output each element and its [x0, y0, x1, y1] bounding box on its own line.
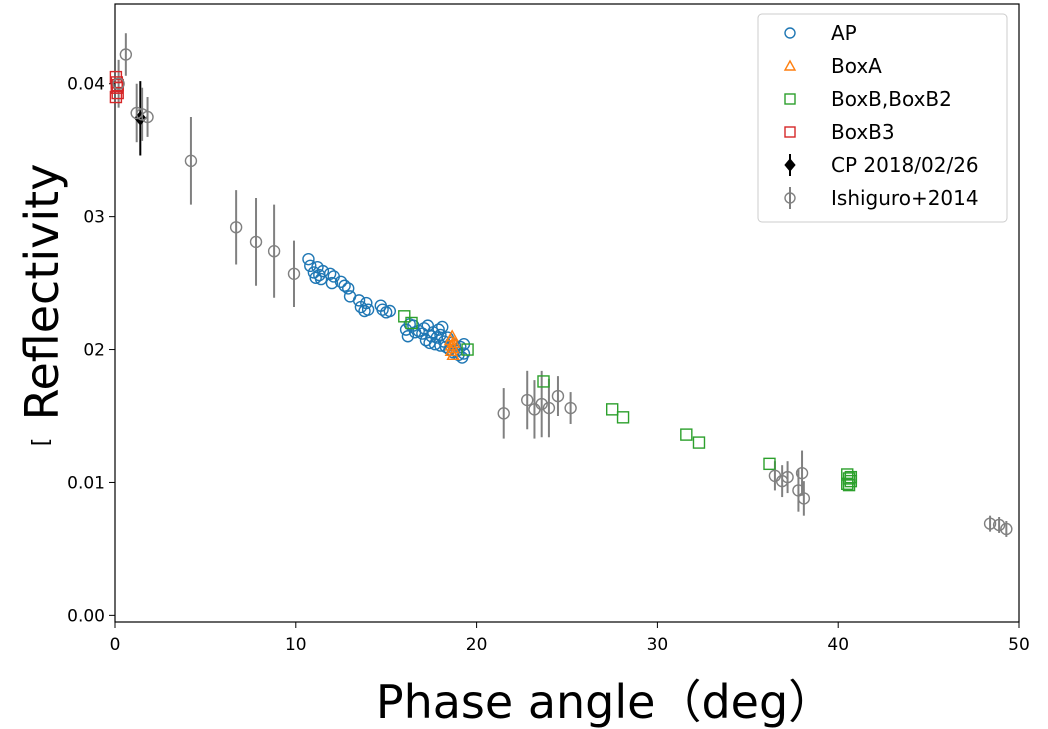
x-axis: 0 10 20 30 40 50 — [110, 622, 1030, 655]
y-axis-title-fragment: [ — [29, 438, 54, 447]
legend-label-cp-2018-02-26: CP 2018/02/26 — [831, 153, 979, 177]
point-ap — [325, 276, 339, 290]
point-ishiguro-2014 — [551, 389, 565, 403]
legend-marker-boxb3 — [784, 126, 796, 138]
point-ishiguro-2014 — [781, 470, 794, 484]
legend-label-boxa: BoxA — [831, 54, 882, 78]
point-ishiguro-2014 — [521, 393, 534, 407]
point-ap — [352, 294, 366, 307]
point-ap — [436, 320, 449, 334]
point-ishiguro-2014 — [795, 466, 809, 480]
y-tick-label: 0.00 — [67, 606, 105, 626]
point-ishiguro-2014 — [535, 397, 548, 411]
x-tick-label: 0 — [110, 635, 121, 655]
legend: AP BoxA BoxB,BoxB2 BoxB3 CP 2018/02/26 Ishigu… — [757, 13, 1008, 223]
point-boxa — [446, 347, 460, 360]
point-ap — [401, 330, 415, 343]
y-tick-label: 02 — [83, 341, 105, 361]
legend-label-boxb3: BoxB3 — [831, 120, 895, 144]
point-ap — [316, 264, 330, 278]
point-boxb3 — [109, 90, 123, 104]
x-tick-label: 40 — [827, 635, 849, 655]
legend-label-ishiguro-2014: Ishiguro+2014 — [831, 186, 979, 210]
x-tick-label: 50 — [1008, 635, 1030, 655]
x-tick-label: 20 — [466, 635, 488, 655]
point-ap — [338, 279, 351, 292]
point-ishiguro-2014 — [184, 154, 198, 168]
y-tick-label: 03 — [83, 208, 105, 228]
point-ap — [376, 303, 389, 316]
point-boxb-boxb2 — [680, 428, 693, 441]
legend-label-ap: AP — [831, 21, 857, 45]
point-boxb-boxb2 — [842, 478, 856, 492]
point-ishiguro-2014 — [130, 106, 143, 120]
point-ishiguro-2014 — [983, 517, 997, 530]
x-axis-title: Phase angle（deg） — [376, 675, 834, 729]
point-ishiguro-2014 — [267, 244, 281, 258]
y-tick-label: 0.01 — [67, 473, 105, 493]
point-boxb-boxb2 — [763, 457, 776, 471]
x-tick-label: 10 — [285, 635, 307, 655]
point-boxb-boxb2 — [398, 310, 411, 323]
point-ishiguro-2014 — [1000, 522, 1013, 536]
point-ishiguro-2014 — [992, 518, 1006, 532]
legend-marker-boxa — [783, 59, 797, 71]
point-ishiguro-2014 — [141, 110, 154, 124]
y-axis-title: Reflectivity — [15, 164, 69, 421]
legend-marker-boxb-boxb2 — [784, 93, 796, 105]
point-ishiguro-2014 — [797, 492, 811, 505]
point-ap — [302, 252, 315, 266]
point-ishiguro-2014 — [229, 221, 243, 234]
point-ap — [304, 259, 317, 273]
point-ishiguro-2014 — [497, 407, 510, 420]
error-bars — [117, 33, 1008, 537]
x-tick-label: 30 — [647, 635, 669, 655]
legend-label-boxb-boxb2: BoxB,BoxB2 — [831, 87, 952, 111]
point-ap — [383, 304, 397, 318]
point-ap — [323, 267, 337, 280]
point-boxb3 — [111, 86, 124, 100]
point-ap — [334, 275, 348, 288]
point-boxb-boxb2 — [405, 316, 418, 330]
point-ap — [360, 296, 373, 310]
point-ishiguro-2014 — [119, 48, 133, 61]
point-ap — [342, 282, 355, 295]
point-ishiguro-2014 — [564, 401, 577, 415]
point-ap — [327, 270, 340, 283]
point-boxb-boxb2 — [461, 343, 474, 356]
point-ap — [314, 272, 328, 286]
point-boxb3 — [111, 78, 124, 92]
point-ap — [361, 303, 375, 316]
point-ishiguro-2014 — [542, 401, 556, 415]
point-boxb-boxb2 — [537, 375, 550, 388]
point-boxb-boxb2 — [606, 403, 619, 416]
legend-box — [757, 13, 1008, 223]
point-ap — [432, 323, 445, 336]
y-axis: 0.00 0.01 02 03 0.04 — [67, 75, 115, 626]
point-boxa — [447, 335, 461, 349]
legend-marker-ishiguro-2014 — [784, 192, 796, 204]
data-markers — [109, 48, 1013, 536]
plot-area-border — [114, 3, 1020, 623]
point-ap — [457, 347, 471, 360]
point-boxb-boxb2 — [841, 477, 854, 490]
legend-marker-ap — [784, 27, 796, 39]
plot-frame — [114, 3, 1020, 623]
point-boxb-boxb2 — [692, 436, 706, 449]
point-ishiguro-2014 — [287, 267, 301, 280]
point-boxb-boxb2 — [616, 411, 630, 424]
y-tick-label: 0.04 — [67, 75, 105, 95]
point-ishiguro-2014 — [249, 235, 263, 249]
legend-marker-cp-2018-02-26 — [784, 158, 796, 172]
point-ishiguro-2014 — [112, 77, 125, 90]
point-boxb-boxb2 — [844, 470, 858, 484]
